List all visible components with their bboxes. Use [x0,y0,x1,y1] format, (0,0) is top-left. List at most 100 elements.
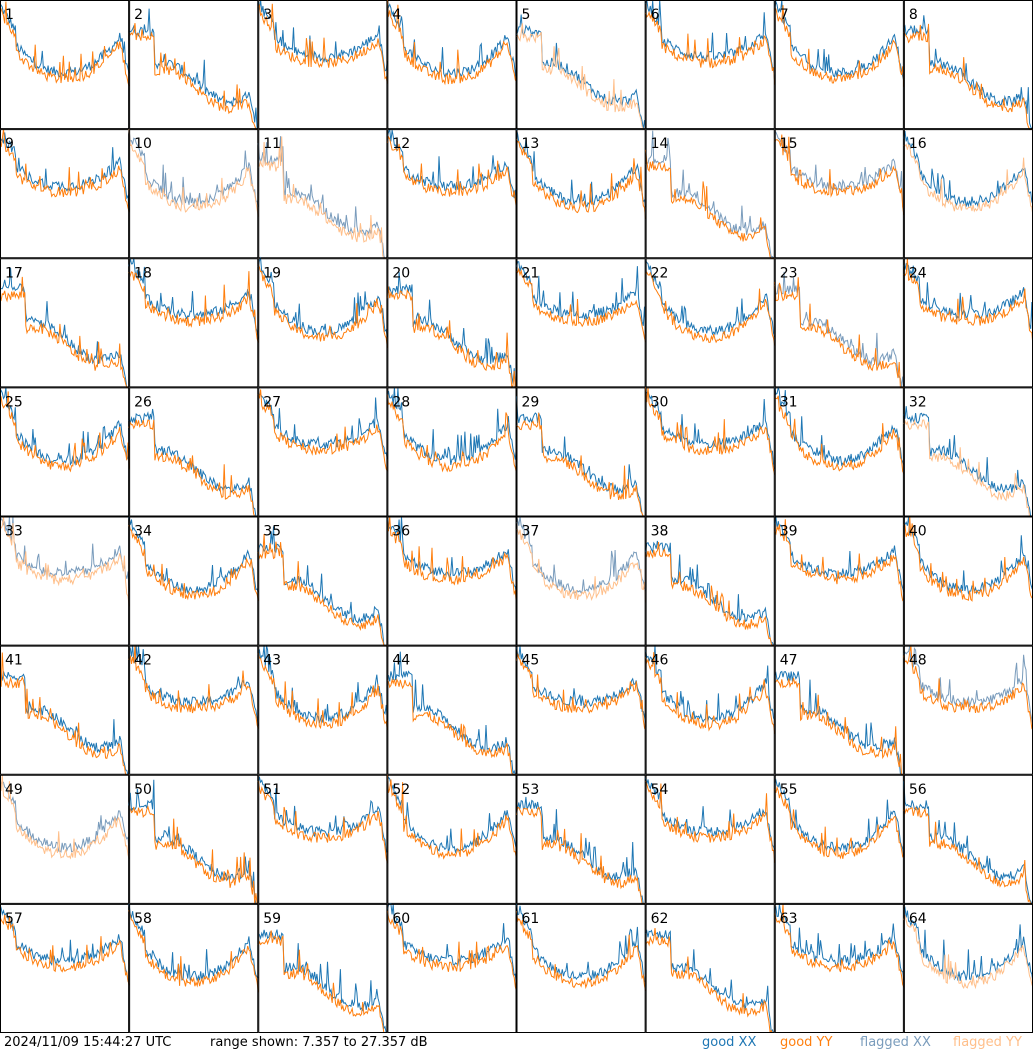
panel-26: 26 [128,387,259,517]
panel-50-yy-line [128,805,259,905]
panel-51: 51 [257,774,388,904]
panel-35-label: 35 [263,524,281,540]
panel-8: 8 [903,0,1033,130]
panel-63-xx-line [774,903,905,981]
panel-48-xx-line [903,646,1033,727]
panel-25-frame [0,387,130,517]
panel-33-label: 33 [5,524,23,540]
panel-13-frame [516,129,646,259]
panel-2-yy-line [128,23,259,130]
panel-28-yy-line [386,394,517,474]
panel-41: 41 [0,645,130,776]
panel-28-label: 28 [392,394,410,410]
panel-32-xx-line [903,406,1033,517]
panel-35: 35 [257,516,388,647]
panel-54-yy-line [645,780,776,863]
panel-1-frame [0,0,130,130]
panel-27-frame [258,387,388,517]
panel-29-frame [516,387,646,517]
panel-63-yy-line [774,903,905,988]
panel-30: 30 [645,387,776,517]
panel-55-xx-line [774,778,905,857]
panel-45: 45 [516,645,647,775]
panel-14: 14 [645,129,775,259]
panel-12: 12 [386,128,517,259]
panel-54: 54 [645,774,776,904]
panel-62-label: 62 [651,911,669,927]
panel-24-yy-line [903,258,1033,347]
panel-50-frame [129,774,259,904]
panel-15: 15 [774,129,905,259]
panel-9-frame [0,129,130,259]
panel-19-frame [258,258,388,388]
panel-11-label: 11 [263,136,281,152]
timestamp-label: 2024/11/09 15:44:27 UTC [4,1035,172,1050]
panel-1: 1 [0,0,130,130]
panel-59-yy-line [257,930,388,1033]
panel-40-xx-line [903,516,1033,595]
panel-2-label: 2 [134,7,143,23]
panel-53: 53 [516,774,646,905]
panel-22: 22 [645,258,776,388]
panel-43-frame [258,645,388,775]
panel-3-yy-line [257,3,388,84]
panel-20-frame [387,258,517,388]
range-label: range shown: 7.357 to 27.357 dB [210,1035,428,1050]
panel-18-frame [129,258,259,388]
panel-45-frame [516,645,646,775]
panel-25-label: 25 [5,394,23,410]
panel-49-frame [0,774,130,904]
panel-31-yy-line [774,395,905,474]
panel-35-yy-line [257,533,388,647]
panel-28-frame [387,387,517,517]
panel-55-label: 55 [780,782,798,798]
panel-8-label: 8 [909,7,918,23]
panel-57-yy-line [0,914,130,986]
panel-15-yy-line [774,134,905,216]
panel-50-label: 50 [134,782,152,798]
panel-62-xx-line [645,929,775,1033]
panel-5-xx-line [516,14,647,130]
panel-15-frame [774,129,904,259]
panel-42-label: 42 [134,653,152,669]
panel-49-yy-line [0,774,130,860]
panel-52-xx-line [386,776,517,854]
panel-47-xx-line [774,670,904,776]
panel-47-label: 47 [780,653,798,669]
panel-48-yy-line [903,645,1033,731]
panel-53-xx-line [516,796,646,905]
panel-51-label: 51 [263,782,281,798]
panel-2-xx-line [128,8,259,130]
panel-34-frame [129,516,259,646]
panel-17: 17 [0,258,130,388]
panel-49-xx-line [0,779,130,854]
panel-4-yy-line [386,0,517,86]
panel-64: 64 [903,903,1033,1033]
panel-14-frame [645,129,775,259]
panel-37: 37 [516,516,647,646]
panel-47: 47 [774,645,904,776]
panel-52: 52 [386,774,517,904]
panel-1-xx-line [0,3,130,78]
panel-63: 63 [774,903,905,1033]
panel-61: 61 [516,903,647,1033]
panel-14-xx-line [645,130,775,259]
panel-38-xx-line [645,540,775,647]
panel-7: 7 [774,0,905,130]
panel-41-frame [0,645,130,775]
panel-53-yy-line [516,806,646,905]
panel-18-xx-line [128,258,259,340]
panel-60-label: 60 [392,911,410,927]
panel-33-yy-line [0,516,130,607]
panel-30-xx-line [645,390,776,470]
panel-27: 27 [257,387,388,517]
panel-56-label: 56 [909,782,927,798]
panel-61-yy-line [516,910,647,992]
panel-44-label: 44 [392,653,410,669]
panel-30-label: 30 [651,394,669,410]
panel-61-xx-line [516,903,646,983]
panel-56: 56 [903,774,1033,905]
panel-25: 25 [0,387,130,517]
panel-17-label: 17 [5,265,23,281]
panel-52-yy-line [386,774,517,860]
